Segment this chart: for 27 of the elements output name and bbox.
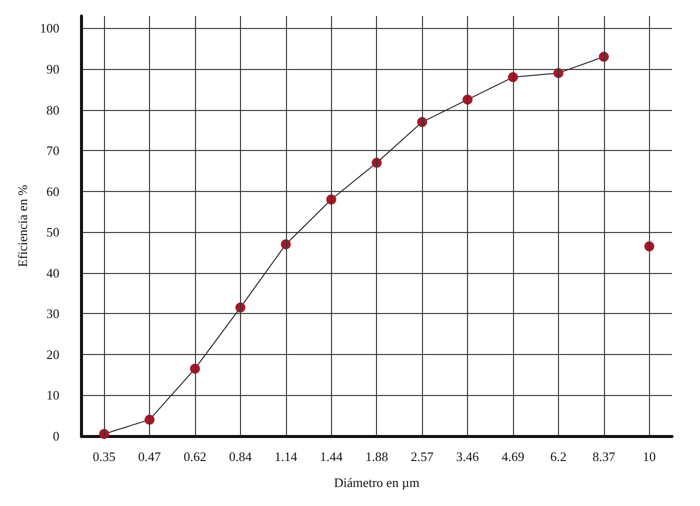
y-tick-label: 20	[46, 346, 60, 362]
y-tick-label: 30	[46, 306, 60, 322]
y-axis-title: Eficiencia en %	[15, 184, 30, 268]
y-tick-label: 10	[46, 388, 60, 403]
y-tick-label: 70	[46, 143, 60, 158]
x-tick-label: 1.14	[274, 449, 298, 464]
point	[99, 428, 110, 439]
x-tick-label: 6.2	[550, 449, 567, 464]
x-tick-label: 3.46	[456, 449, 480, 464]
y-tick-label: 50	[46, 224, 60, 240]
y-tick-label: 80	[46, 102, 60, 118]
x-tick-label: 0.84	[229, 449, 252, 464]
x-tick-label: 4.69	[502, 449, 524, 464]
y-tick-label: 0	[52, 428, 60, 444]
y-tick-label: 40	[46, 265, 60, 280]
x-tick-label: 0.47	[138, 449, 162, 464]
x-tick-label: 1.44	[320, 449, 344, 464]
x-tick-label: 0.62	[184, 449, 206, 464]
x-tick-label: 10	[642, 449, 656, 464]
x-tick-label: 8.37	[592, 449, 616, 464]
x-axis-title: Diámetro en µm	[334, 475, 420, 490]
y-tick-label: 60	[46, 184, 60, 199]
y-tick-label: 100	[40, 20, 60, 36]
x-tick-label: 0.35	[92, 449, 116, 464]
x-tick-label: 1.88	[365, 449, 388, 464]
x-tick-label: 2.57	[410, 449, 434, 464]
y-tick-label: 90	[46, 62, 60, 77]
